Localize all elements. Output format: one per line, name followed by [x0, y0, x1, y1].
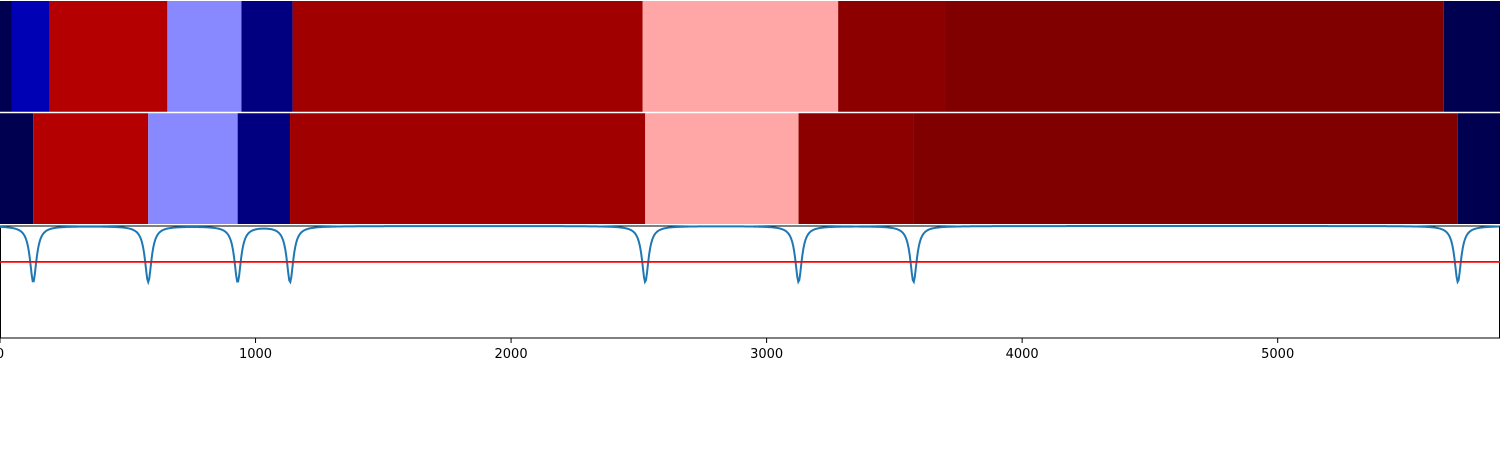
x-axis: 0 1000 2000 3000 4000 5000: [0, 338, 1294, 362]
x-tick-label-2000: 2000: [495, 347, 528, 362]
heatmap-cell-1-1: [0, 1, 12, 112]
heatmap-cell-2-2: [33, 113, 149, 224]
x-tick-label-3000: 3000: [750, 347, 783, 362]
heatmap-row-2: [0, 113, 1500, 224]
heatmap-cell-2-8: [913, 113, 1458, 224]
heatmap-rows: [0, 1, 1500, 224]
x-tick-label-4000: 4000: [1006, 347, 1039, 362]
heatmap-cell-2-1: [0, 113, 34, 224]
heatmap-cell-2-5: [290, 113, 646, 224]
x-tick-label-1000: 1000: [239, 347, 272, 362]
heatmap-cell-1-9: [945, 1, 1444, 112]
x-tick-label-5000: 5000: [1261, 347, 1294, 362]
heatmap-row-1: [0, 1, 1500, 112]
heatmap-cell-1-7: [642, 1, 839, 112]
heatmap-cell-2-6: [645, 113, 799, 224]
heatmap-cell-2-7: [798, 113, 914, 224]
heatmap-cell-1-6: [292, 1, 643, 112]
signal-panel: [0, 225, 1500, 339]
heatmap-cell-1-5: [241, 1, 293, 112]
heatmap-cell-2-3: [148, 113, 238, 224]
signal-line: [0, 225, 1500, 286]
heatmap-cell-2-9: [1457, 113, 1500, 224]
heatmap-cell-1-10: [1443, 1, 1500, 112]
heatmap-cell-1-8: [838, 1, 946, 112]
heatmap-cell-1-3: [49, 1, 168, 112]
heatmap-cell-1-2: [11, 1, 50, 112]
x-tick-label-0: 0: [0, 347, 4, 362]
signal-panel-frame: [0, 225, 1500, 339]
heatmap-cell-1-4: [167, 1, 242, 112]
heatmap-cell-2-4: [237, 113, 291, 224]
